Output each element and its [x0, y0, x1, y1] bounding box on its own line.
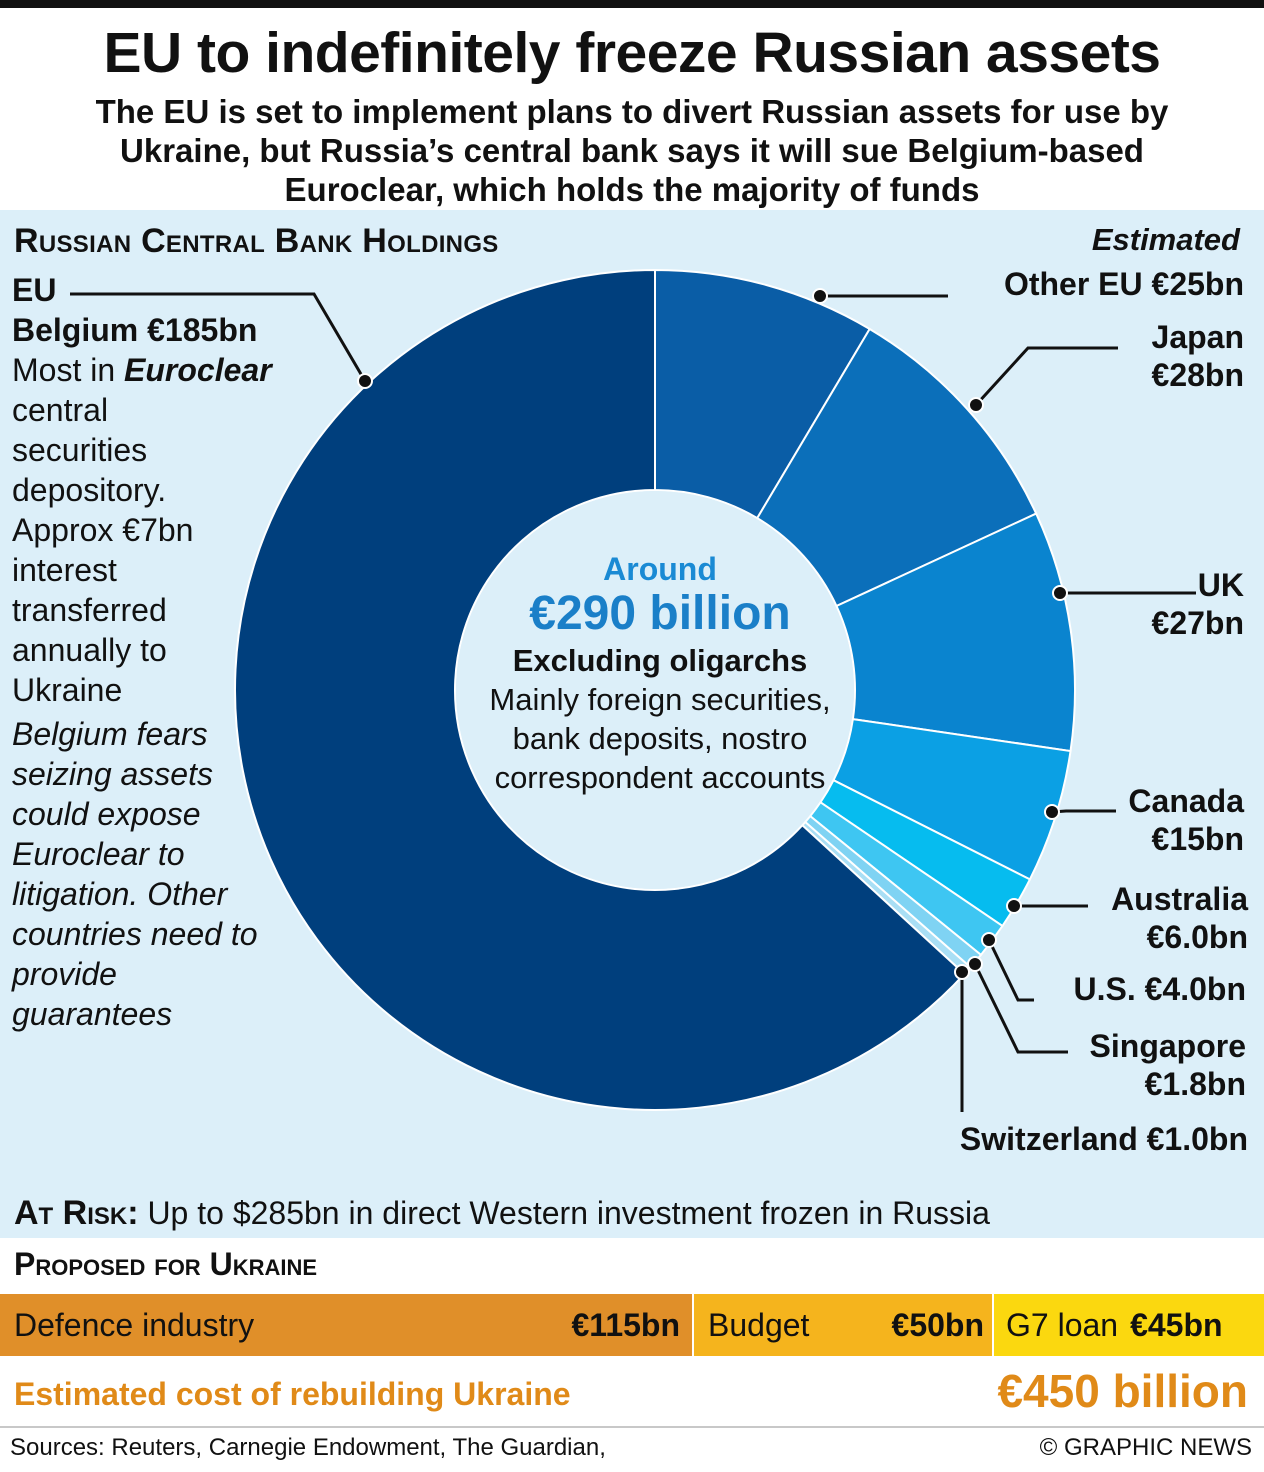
credit: © GRAPHIC NEWS [1039, 1434, 1252, 1461]
leader-japan [974, 346, 1118, 407]
proposed-defence-label: Defence industry [14, 1306, 255, 1343]
label-japan-name: Japan [1151, 319, 1244, 355]
leader-dot-uk [1052, 585, 1068, 601]
label-uk: UK €27bn [1152, 566, 1244, 642]
euroclear-description: central securities depository. Approx €7… [12, 392, 194, 708]
slice-uk [835, 512, 1076, 753]
label-switzerland: Switzerland €1.0bn [959, 1121, 1248, 1157]
page-title: EU to indefinitely freeze Russian assets [103, 21, 1161, 85]
donut-center-text: Around €290 billion Excluding oligarchs … [460, 550, 860, 797]
proposed-bar-g7: G7 loan €45bn [994, 1294, 1264, 1356]
leader-dot-other-eu [812, 288, 828, 304]
label-australia: Australia €6.0bn [1111, 880, 1248, 956]
label-other-eu: Other EU €25bn [1003, 266, 1244, 302]
section-heading: Russian Central Bank Holdings [14, 222, 499, 261]
rebuild-label: Estimated cost of rebuilding Ukraine [14, 1376, 571, 1412]
label-uk-value: €27bn [1151, 605, 1244, 641]
euroclear-line: Most in Euroclear [12, 350, 332, 390]
label-canada-value: €15bn [1151, 821, 1244, 857]
proposed-defence-value: €115bn [571, 1306, 680, 1343]
proposed-g7-label: G7 loan [1006, 1306, 1119, 1343]
leader-belgium [70, 292, 367, 382]
label-singapore: Singapore €1.8bn [1090, 1027, 1246, 1103]
leader-canada [1051, 809, 1116, 814]
section-heading-text: Russian Central Bank Holdings [14, 222, 499, 260]
rebuild-value: €450 billion [997, 1365, 1248, 1417]
label-uk-name: UK [1197, 567, 1244, 603]
center-total: €290 billion [529, 587, 791, 640]
proposed-budget-label: Budget [708, 1306, 810, 1343]
leader-dot-belgium [357, 373, 373, 389]
belgium-fears-note: Belgium fears seizing assets could expos… [12, 716, 258, 1032]
proposed-heading: Proposed for Ukraine [14, 1246, 317, 1283]
label-canada-name: Canada [1128, 783, 1244, 819]
label-australia-value: €6.0bn [1146, 919, 1248, 955]
leader-dot-switzerland [954, 964, 970, 980]
proposed-budget-value: €50bn [891, 1306, 984, 1343]
label-japan-value: €28bn [1151, 357, 1244, 393]
at-risk-text: Up to $285bn in direct Western investmen… [138, 1195, 990, 1231]
donut-hole [456, 491, 854, 889]
slice-belgium [234, 268, 966, 1111]
proposed-g7-value: €45bn [1130, 1306, 1223, 1343]
proposed-bar-budget: Budget €50bn [694, 1294, 992, 1356]
leader-u-s [987, 939, 1034, 1002]
label-canada: Canada €15bn [1128, 782, 1244, 858]
label-singapore-value: €1.8bn [1144, 1066, 1246, 1102]
page-subtitle: The EU is set to implement plans to dive… [95, 93, 1169, 208]
center-excluding: Excluding oligarchs [512, 643, 808, 678]
leader-dot-u-s [981, 932, 997, 948]
leader-dot-japan [968, 397, 984, 413]
eu-region-label: EU [12, 272, 57, 308]
center-around: Around [603, 551, 717, 587]
label-singapore-name: Singapore [1089, 1028, 1246, 1064]
footer-rule [0, 1426, 1264, 1428]
estimated-note: Estimated [1091, 222, 1240, 257]
donut-chart [70, 268, 1196, 1112]
center-description: Mainly foreign securities, bank deposits… [489, 682, 831, 795]
sources: Sources: Reuters, Carnegie Endowment, Th… [10, 1434, 606, 1461]
proposed-bar-defence: Defence industry €115bn [0, 1294, 692, 1356]
euroclear-line-pre: Most in [12, 352, 125, 388]
label-australia-name: Australia [1111, 881, 1248, 917]
leader-dot-singapore [967, 956, 983, 972]
belgium-label: Belgium €185bn [12, 312, 258, 348]
label-us: U.S. €4.0bn [1073, 971, 1247, 1007]
eu-annotation: EU Belgium €185bn Most in Euroclear cent… [12, 270, 332, 1034]
proposed-heading-text: Proposed for Ukraine [14, 1246, 318, 1282]
top-rule [0, 0, 1264, 8]
at-risk-label: At Risk: [14, 1194, 139, 1232]
leader-dot-australia [1006, 898, 1022, 914]
at-risk-line: At Risk: Up to $285bn in direct Western … [14, 1194, 990, 1233]
leader-dot-canada [1044, 804, 1060, 820]
label-japan: Japan €28bn [1152, 318, 1244, 394]
euroclear-emphasis: Euroclear [124, 352, 272, 388]
leader-singapore [973, 963, 1068, 1054]
